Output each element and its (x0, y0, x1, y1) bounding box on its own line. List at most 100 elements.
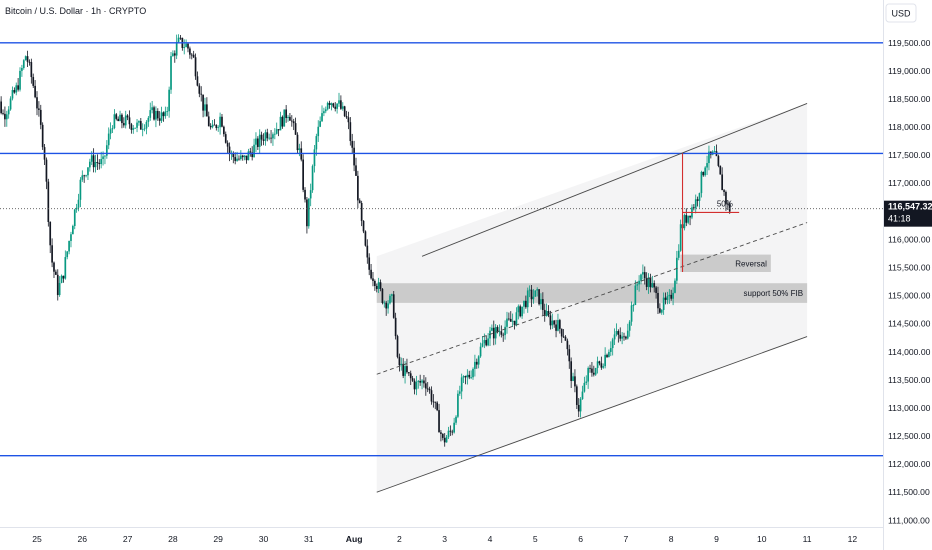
candle-body (168, 89, 170, 112)
candle-body (107, 133, 110, 146)
candle-body (385, 302, 388, 309)
candle-body (651, 283, 654, 288)
candle-body (568, 349, 571, 362)
candles-layer (0, 34, 731, 447)
candle-body (702, 171, 705, 176)
candle-body (328, 102, 331, 105)
candle-body (196, 76, 199, 86)
candle-body (609, 348, 612, 352)
candle-body (455, 416, 457, 423)
candle-body (256, 138, 259, 147)
candle-body (575, 386, 578, 405)
candle-body (102, 156, 104, 159)
x-axis: 25 26 27 28 29 30 31 Aug 2 3 4 5 6 7 8 9 10 11 12 (32, 534, 857, 544)
candle-body (360, 203, 363, 221)
candle-body (551, 320, 554, 326)
candle-body (134, 127, 136, 129)
candle-body (183, 47, 186, 48)
candle-body (323, 111, 325, 114)
candle-body (353, 147, 355, 166)
candle-body (24, 56, 27, 61)
candle-body (506, 318, 508, 327)
candle-body (36, 97, 38, 109)
candle-body (243, 155, 246, 158)
candle-body (332, 103, 335, 107)
y-tick-label: 115,500.00 (888, 263, 931, 273)
candle-body (417, 381, 420, 382)
candle-body (219, 116, 221, 128)
candle-body (726, 203, 729, 205)
candle-body (530, 289, 533, 300)
candle-body (264, 132, 267, 141)
candle-body (540, 299, 542, 305)
candle-body (687, 215, 690, 223)
candle-body (375, 286, 378, 289)
candle-body (570, 361, 573, 381)
candle-body (679, 224, 682, 251)
candle-body (649, 277, 652, 288)
candle-body (423, 380, 425, 384)
zone-labels: Reversal support 50% FIB (735, 259, 803, 298)
candle-body (241, 155, 244, 158)
candle-body (5, 114, 8, 120)
candle-body (141, 128, 144, 130)
candle-body (73, 209, 76, 226)
candle-body (458, 391, 461, 394)
candle-body (19, 70, 21, 90)
candle-body (721, 174, 724, 191)
candle-body (370, 269, 372, 279)
y-tick-label: 112,000.00 (888, 459, 931, 469)
candle-body (728, 204, 731, 212)
candle-body (166, 111, 169, 113)
y-tick-label: 114,500.00 (888, 319, 931, 329)
y-tick-label: 117,000.00 (888, 178, 931, 188)
candle-body (398, 356, 401, 366)
candle-body (517, 306, 520, 313)
candle-body (224, 134, 227, 143)
candle-body (557, 320, 559, 331)
candle-body (585, 381, 588, 383)
candle-body (436, 402, 438, 411)
candle-body (255, 138, 257, 145)
candle-body (693, 207, 695, 209)
candle-body (453, 422, 455, 433)
candle-body (283, 109, 286, 127)
candle-body (628, 321, 631, 331)
candle-body (424, 383, 427, 389)
candle-body (92, 155, 95, 168)
candle-body (366, 245, 369, 258)
candle-body (666, 296, 669, 300)
candle-body (317, 126, 320, 137)
x-tick-label: 26 (78, 534, 88, 544)
candle-body (266, 132, 269, 139)
x-tick-label: 6 (578, 534, 583, 544)
candle-body (145, 121, 148, 129)
candle-body (725, 191, 727, 204)
candle-body (68, 240, 70, 252)
candle-body (634, 285, 637, 306)
candle-body (440, 432, 442, 434)
x-tick-label: 8 (669, 534, 674, 544)
candle-body (270, 137, 272, 139)
candle-body (434, 401, 437, 403)
y-tick-label: 116,000.00 (888, 234, 931, 244)
x-tick-label: 10 (757, 534, 767, 544)
candle-body (292, 121, 295, 124)
candle-body (72, 225, 74, 235)
candle-body (400, 363, 403, 366)
candle-body (606, 354, 608, 358)
candle-body (306, 199, 308, 227)
candle-body (717, 156, 720, 166)
candle-body (105, 145, 108, 156)
candle-body (160, 112, 163, 121)
candle-body (275, 129, 278, 134)
candle-body (177, 37, 180, 42)
candle-body (460, 377, 463, 392)
candle-body (583, 382, 586, 392)
candle-body (391, 294, 393, 296)
candle-body (596, 361, 599, 368)
currency-button[interactable]: USD (885, 3, 917, 23)
candle-body (640, 274, 642, 281)
candle-body (311, 166, 314, 191)
